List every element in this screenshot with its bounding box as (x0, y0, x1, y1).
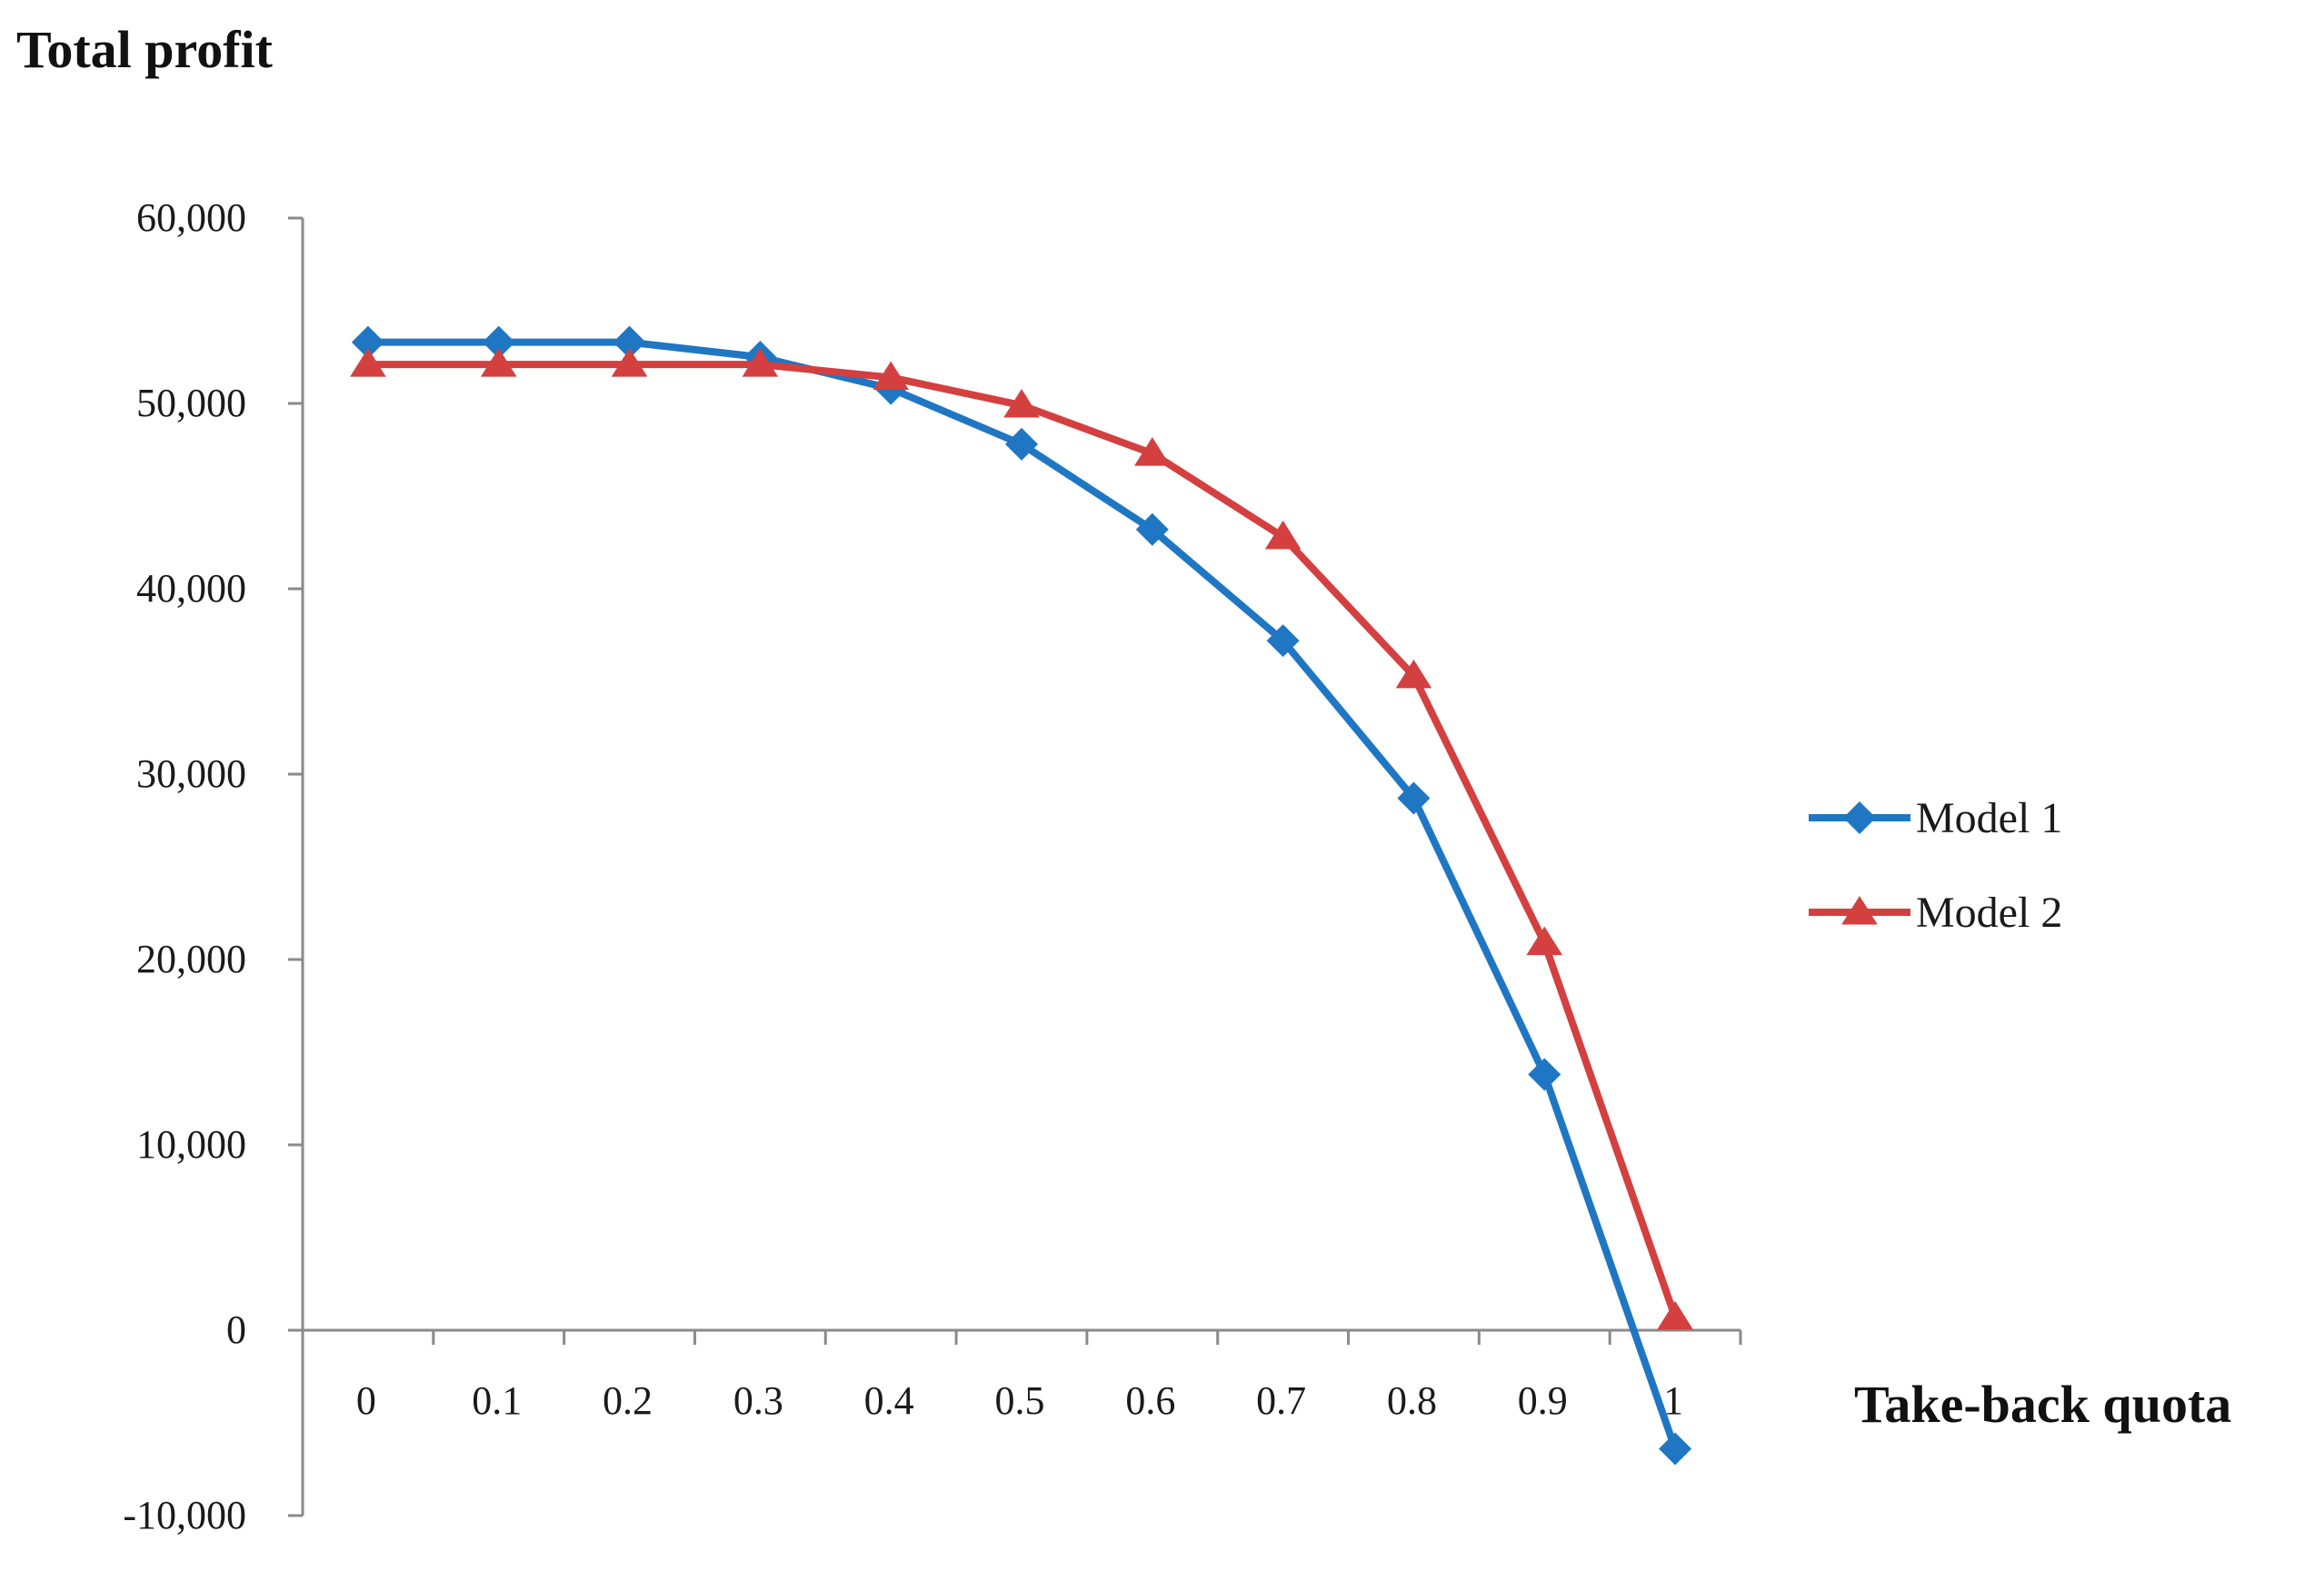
data-point (1397, 781, 1431, 815)
x-tick-label: 0.8 (1387, 1378, 1437, 1423)
legend-marker (1841, 896, 1878, 925)
data-point (611, 348, 648, 377)
y-tick-label: 30,000 (136, 751, 246, 796)
data-point (351, 325, 384, 359)
x-tick-label: 0.6 (1125, 1378, 1175, 1423)
series-layer (350, 325, 1693, 1466)
x-axis-title: Take-back quota (1854, 1375, 2231, 1434)
x-tick-label: 0.5 (995, 1378, 1045, 1423)
x-tick-label: 0.4 (864, 1378, 914, 1423)
y-axis: -10,000 0 10,000 20,000 30,000 40,000 50,000 60… (123, 195, 304, 1537)
x-tick-label: 0.1 (472, 1378, 522, 1423)
y-tick-label: 60,000 (136, 195, 246, 240)
y-tick-label: 10,000 (136, 1122, 246, 1167)
legend-label: Model 1 (1916, 794, 2062, 842)
y-tick-label: 20,000 (136, 937, 246, 981)
data-point (1659, 1432, 1692, 1466)
data-point (613, 325, 646, 359)
series-line (367, 338, 1679, 1450)
legend-label: Model 2 (1916, 889, 2062, 937)
y-tick-label: -10,000 (123, 1493, 246, 1537)
series-1 (351, 325, 1692, 1466)
y-axis-title: Total profit (16, 20, 274, 79)
data-point (1395, 659, 1432, 689)
data-point (1134, 437, 1171, 466)
x-tick-label: 1 (1663, 1378, 1683, 1423)
series-2 (350, 348, 1693, 1330)
legend: Model 1 Model 2 (1809, 794, 2062, 937)
data-point (1135, 512, 1169, 546)
series-line (367, 361, 1679, 1319)
legend-item: Model 1 (1809, 794, 2062, 842)
data-point (482, 325, 515, 359)
legend-item: Model 2 (1809, 889, 2062, 937)
data-point (1266, 624, 1300, 658)
x-tick-label: 0 (356, 1378, 376, 1423)
y-tick-label: 50,000 (136, 381, 246, 425)
data-point (742, 348, 779, 377)
x-tick-label: 0.7 (1256, 1378, 1306, 1423)
data-point (1528, 1058, 1561, 1091)
x-tick-label: 0.3 (733, 1378, 783, 1423)
data-point (1526, 926, 1563, 956)
data-point (480, 348, 517, 377)
data-point (1005, 427, 1038, 461)
data-point (1264, 520, 1302, 550)
legend-marker (1843, 801, 1876, 834)
x-tick-label: 0.9 (1518, 1378, 1568, 1423)
x-axis: 0 0.1 0.2 0.3 0.4 0.5 0.6 0.7 0.8 0.9 1 (301, 1328, 1742, 1423)
x-tick-label: 0.2 (603, 1378, 653, 1423)
y-tick-label: 0 (226, 1308, 246, 1352)
data-point (1003, 389, 1040, 418)
data-point (1657, 1300, 1693, 1330)
data-point (350, 348, 386, 377)
data-point (873, 361, 909, 390)
y-tick-label: 40,000 (136, 566, 246, 611)
